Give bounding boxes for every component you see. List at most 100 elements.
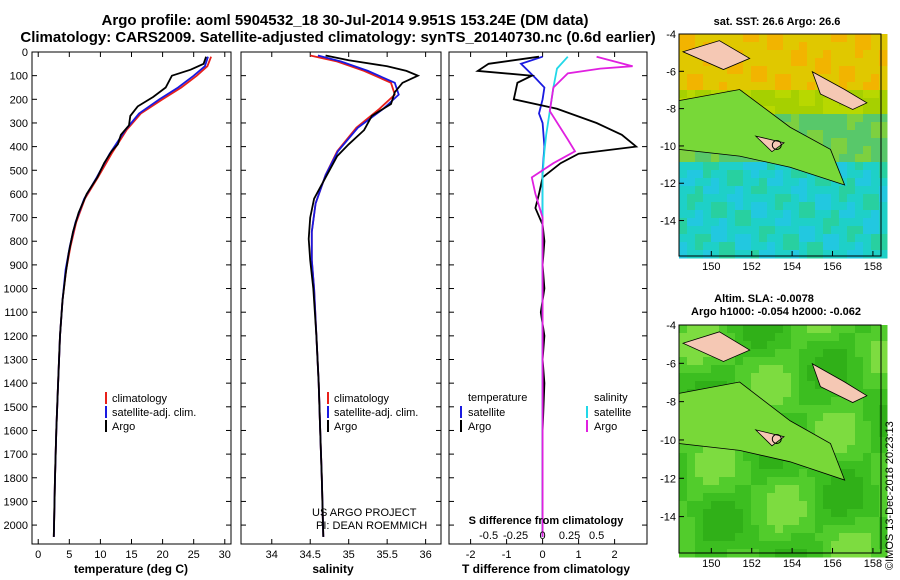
map-cell [847, 194, 856, 203]
map-cell [751, 74, 760, 83]
map-cell [719, 373, 728, 382]
map-cell [687, 325, 696, 334]
map-cell [703, 325, 712, 334]
map-cell [847, 533, 856, 542]
map-cell [871, 437, 880, 446]
map-cell [799, 493, 808, 502]
map-cell [743, 82, 752, 91]
map-cell [871, 186, 880, 195]
map-cell [679, 485, 688, 494]
map-cell [839, 509, 848, 518]
map-cell [847, 50, 856, 59]
map-cell [799, 90, 808, 99]
map-cell [695, 250, 704, 259]
map-cell [751, 90, 760, 99]
map-cell [743, 541, 752, 550]
map-cell [791, 325, 800, 334]
map-cell [711, 154, 720, 163]
map-cell [711, 178, 720, 187]
map-cell [759, 373, 768, 382]
map-cell [751, 202, 760, 211]
map-cell [679, 234, 688, 243]
map-cell [751, 325, 760, 334]
map-cell [823, 74, 832, 83]
map-cell [679, 74, 688, 83]
map-cell [839, 114, 848, 123]
map-cell [823, 357, 832, 366]
depth-tick-label: 1700 [4, 449, 28, 461]
map-cell [871, 429, 880, 438]
map-cell [815, 485, 824, 494]
map-cell [687, 250, 696, 259]
x-tick-label: 1 [576, 549, 582, 561]
map-cell [831, 226, 840, 235]
map-cell [871, 517, 880, 526]
map-cell [863, 210, 872, 219]
map-cell [783, 42, 792, 51]
map-cell [727, 250, 736, 259]
map-cell [687, 469, 696, 478]
map-cell [687, 178, 696, 187]
map-cell [855, 541, 864, 550]
legend-swatch-argo [105, 420, 107, 432]
map-cell [871, 421, 880, 430]
map-cell [839, 525, 848, 534]
salinity-legend: climatology satellite-adj. clim. Argo [327, 392, 418, 433]
map-cell [799, 389, 808, 398]
map-x-tick-label: 154 [783, 261, 801, 273]
map-cell [847, 365, 856, 374]
map-cell [759, 74, 768, 83]
map-cell [767, 106, 776, 115]
map-cell [679, 210, 688, 219]
map-cell [847, 461, 856, 470]
map-cell [799, 170, 808, 179]
map-cell [831, 186, 840, 195]
map-cell [847, 453, 856, 462]
sla-map-title: Altim. SLA: -0.0078 [714, 293, 814, 305]
map-cell [839, 186, 848, 195]
map-cell [839, 445, 848, 454]
map-cell [679, 194, 688, 203]
map-cell [879, 90, 888, 99]
map-cell [839, 437, 848, 446]
map-cell [711, 501, 720, 510]
map-cell [831, 405, 840, 414]
map-cell [863, 325, 872, 334]
series-line-s-satellite [541, 56, 569, 537]
map-cell [711, 202, 720, 211]
map-cell [855, 130, 864, 139]
map-cell [759, 98, 768, 107]
map-cell [767, 90, 776, 99]
map-cell [847, 250, 856, 259]
map-cell [847, 74, 856, 83]
map-cell [879, 437, 888, 446]
map-cell [711, 453, 720, 462]
map-cell [759, 533, 768, 542]
map-cell [695, 42, 704, 51]
map-cell [855, 453, 864, 462]
map-cell [679, 357, 688, 366]
map-cell [831, 509, 840, 518]
map-cell [783, 413, 792, 422]
map-cell [735, 469, 744, 478]
map-cell [679, 250, 688, 259]
map-cell [775, 226, 784, 235]
map-cell [711, 34, 720, 43]
map-cell [727, 66, 736, 75]
map-cell [759, 162, 768, 171]
map-cell [831, 98, 840, 107]
map-cell [775, 541, 784, 550]
map-x-tick-label: 158 [864, 261, 882, 273]
map-cell [743, 162, 752, 171]
map-cell [839, 250, 848, 259]
legend-label-climatology: climatology [112, 393, 168, 405]
x-tick-label: 35 [343, 549, 355, 561]
map-cell [839, 74, 848, 83]
map-cell [863, 389, 872, 398]
map-cell [695, 493, 704, 502]
temperature-xlabel: temperature (deg C) [74, 562, 188, 576]
legend-swatch-t-argo [460, 420, 462, 432]
map-cell [775, 50, 784, 59]
map-cell [727, 218, 736, 227]
map-cell [879, 381, 888, 390]
